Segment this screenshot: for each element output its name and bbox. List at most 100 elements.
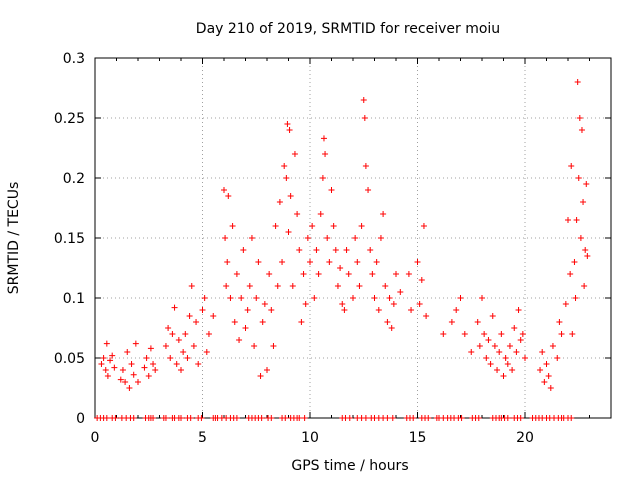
data-point <box>266 271 273 277</box>
data-point <box>574 79 581 85</box>
data-point <box>240 247 247 253</box>
data-point <box>257 373 264 379</box>
data-point <box>354 259 361 265</box>
data-point <box>294 211 301 217</box>
data-point <box>440 331 447 337</box>
data-point <box>362 415 369 421</box>
data-point <box>572 295 579 301</box>
data-point <box>373 259 380 265</box>
data-point <box>143 355 150 361</box>
data-point <box>307 259 313 265</box>
data-point <box>248 235 255 241</box>
data-point <box>103 415 110 421</box>
data-point <box>107 357 114 364</box>
data-point <box>377 235 384 241</box>
data-point <box>117 376 124 383</box>
data-point <box>562 301 569 307</box>
data-point <box>258 415 265 421</box>
data-point <box>494 367 501 373</box>
data-point <box>358 223 365 229</box>
data-point <box>380 211 387 217</box>
data-point <box>332 247 339 253</box>
data-point <box>558 331 565 337</box>
data-point <box>420 223 427 229</box>
data-point <box>128 361 135 367</box>
data-point <box>539 349 546 355</box>
data-point <box>104 373 111 379</box>
data-point <box>222 235 229 241</box>
data-point <box>130 415 137 421</box>
y-tick-label: 0.05 <box>54 351 85 367</box>
y-axis-label: SRMTID / TECUs <box>6 182 22 295</box>
data-point <box>225 193 232 199</box>
y-tick-label: 0.1 <box>63 291 85 307</box>
data-point <box>509 367 516 373</box>
x-tick-label: 0 <box>91 430 100 446</box>
data-point <box>549 343 556 349</box>
chart-title: Day 210 of 2019, SRMTID for receiver moi… <box>196 21 500 37</box>
data-point <box>311 295 318 301</box>
data-point <box>167 355 174 361</box>
data-point <box>282 415 289 421</box>
data-point <box>224 259 231 265</box>
data-point <box>300 271 307 277</box>
data-point <box>556 319 563 325</box>
data-point <box>350 295 356 301</box>
data-point <box>190 343 197 349</box>
y-tick-label: 0.25 <box>54 111 85 127</box>
data-point <box>485 337 492 343</box>
data-point <box>578 127 585 133</box>
data-point <box>468 349 475 355</box>
data-point <box>487 361 494 367</box>
data-point <box>169 331 176 337</box>
data-point <box>242 325 249 331</box>
data-point <box>98 361 105 367</box>
data-point <box>565 217 571 223</box>
data-point <box>150 415 157 421</box>
data-point <box>545 373 552 379</box>
data-point <box>554 355 561 361</box>
data-point <box>199 307 206 313</box>
data-point <box>511 325 518 331</box>
data-point <box>346 415 353 421</box>
data-point <box>302 301 309 307</box>
y-tick-label: 0.3 <box>63 51 85 67</box>
data-points <box>94 79 591 421</box>
data-point <box>221 187 227 193</box>
data-point <box>367 247 374 253</box>
data-point <box>341 307 348 313</box>
data-point <box>457 295 464 301</box>
data-point <box>390 301 397 307</box>
data-point <box>289 283 296 289</box>
data-point <box>568 415 575 421</box>
data-point <box>301 415 308 421</box>
data-point <box>513 349 520 355</box>
data-point <box>568 163 575 169</box>
data-point <box>393 271 399 277</box>
data-point <box>573 217 580 223</box>
data-point <box>268 415 275 421</box>
data-point <box>504 361 511 367</box>
x-tick-label: 5 <box>198 430 207 446</box>
data-point <box>569 331 576 337</box>
data-point <box>479 295 485 301</box>
data-point <box>205 331 212 337</box>
data-point <box>371 295 378 301</box>
data-point <box>571 259 578 265</box>
data-point <box>178 367 184 373</box>
data-point <box>313 247 320 253</box>
data-point <box>425 415 432 421</box>
x-axis-label: GPS time / hours <box>291 458 408 474</box>
data-point <box>519 331 526 337</box>
y-tick-label: 0.2 <box>63 171 85 187</box>
data-point <box>319 175 326 181</box>
data-point <box>320 135 327 142</box>
data-point <box>541 379 548 385</box>
data-point <box>285 229 292 235</box>
data-point <box>475 415 482 421</box>
data-point <box>389 415 396 421</box>
data-point <box>326 259 333 265</box>
data-point <box>583 181 590 187</box>
data-point <box>537 367 544 373</box>
